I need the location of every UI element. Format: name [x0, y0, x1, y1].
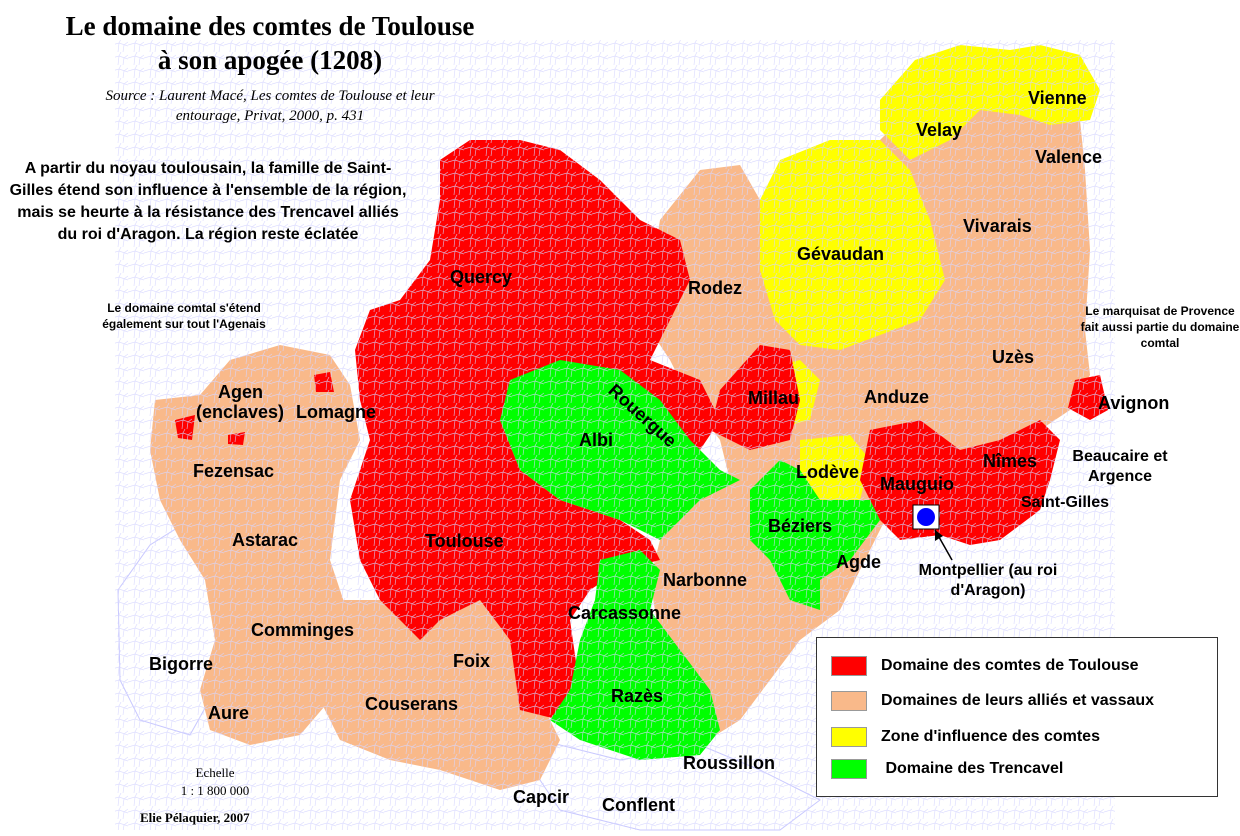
legend-item-toulouse: Domaine des comtes de Toulouse	[831, 655, 1139, 677]
region-aure: Aure	[208, 703, 250, 723]
region-lomagne: Lomagne	[296, 402, 377, 422]
source-line2: entourage, Privat, 2000, p. 431	[175, 108, 365, 124]
source-line1: Source : Laurent Macé, Les comtes de Tou…	[105, 88, 435, 104]
region-toulouse: Toulouse	[425, 531, 504, 551]
region-vienne: Vienne	[1028, 88, 1087, 108]
region-valence: Valence	[1035, 147, 1103, 167]
region-foix: Foix	[453, 651, 491, 671]
region-avignon: Avignon	[1098, 393, 1170, 413]
region-beziers: Béziers	[768, 516, 833, 536]
region-narbonne: Narbonne	[663, 570, 748, 590]
legend-swatch-influence	[831, 727, 867, 747]
region-beaucaire: Beaucaire et Argence	[1072, 448, 1168, 485]
scale-label: Echelle	[195, 765, 235, 780]
region-quercy: Quercy	[450, 267, 513, 287]
region-fezensac: Fezensac	[193, 461, 275, 481]
legend-swatch-trencavel	[831, 759, 867, 779]
region-carcassonne: Carcassonne	[568, 603, 682, 623]
agenais-note: Le domaine comtal s'étend également sur …	[102, 301, 266, 331]
montpellier-marker	[917, 508, 935, 526]
region-lodeve: Lodève	[796, 462, 860, 482]
scale-block: Echelle 1 : 1 800 000	[140, 764, 290, 800]
legend-label-allies: Domaines de leurs alliés et vassaux	[881, 692, 1155, 709]
map-title-line2: à son apogée (1208)	[157, 45, 383, 75]
region-bigorre: Bigorre	[149, 654, 214, 674]
legend-swatch-allies	[831, 691, 867, 711]
legend-item-allies: Domaines de leurs alliés et vassaux	[831, 690, 1154, 712]
region-vivarais: Vivarais	[963, 216, 1032, 236]
region-albi: Albi	[579, 430, 613, 450]
region-razes: Razès	[611, 686, 664, 706]
region-rodez: Rodez	[688, 278, 742, 298]
legend-label-influence: Zone d'influence des comtes	[881, 728, 1100, 745]
legend-item-influence: Zone d'influence des comtes	[831, 726, 1100, 748]
montpellier-pointer-head	[935, 530, 943, 541]
legend-swatch-toulouse	[831, 656, 867, 676]
legend-label-trencavel: Domaine des Trencavel	[881, 760, 1064, 777]
region-velay: Velay	[916, 120, 963, 140]
montpellier-label: Montpellier (au roi d'Aragon)	[918, 562, 1058, 599]
region-roussillon: Roussillon	[683, 753, 776, 773]
region-astarac: Astarac	[232, 530, 299, 550]
legend-item-trencavel: Domaine des Trencavel	[831, 758, 1063, 780]
provence-note: Le marquisat de Provence fait aussi part…	[1080, 304, 1240, 350]
region-millau: Millau	[748, 388, 800, 408]
region-agen: Agen	[218, 382, 263, 402]
region-nimes: Nîmes	[983, 451, 1038, 471]
region-gevaudan: Gévaudan	[797, 244, 885, 264]
region-comminges: Comminges	[251, 620, 355, 640]
region-mauguio: Mauguio	[880, 474, 954, 494]
legend-label-toulouse: Domaine des comtes de Toulouse	[881, 657, 1139, 674]
region-conflent: Conflent	[602, 795, 675, 815]
region-saint-gilles: Saint-Gilles	[1021, 494, 1110, 511]
region-anduze: Anduze	[864, 387, 929, 407]
map-title-line1: Le domaine des comtes de Toulouse	[65, 11, 475, 41]
region-uzes: Uzès	[992, 347, 1035, 367]
region-agen-enclaves: (enclaves)	[196, 402, 285, 422]
author-credit: Elie Pélaquier, 2007	[140, 810, 250, 825]
region-couserans: Couserans	[365, 694, 459, 714]
scale-value: 1 : 1 800 000	[180, 783, 250, 798]
map-legend: Domaine des comtes de Toulouse Domaines …	[816, 637, 1218, 797]
intro-text: A partir du noyau toulousain, la famille…	[9, 160, 407, 243]
region-agde: Agde	[836, 552, 881, 572]
region-capcir: Capcir	[513, 787, 570, 807]
